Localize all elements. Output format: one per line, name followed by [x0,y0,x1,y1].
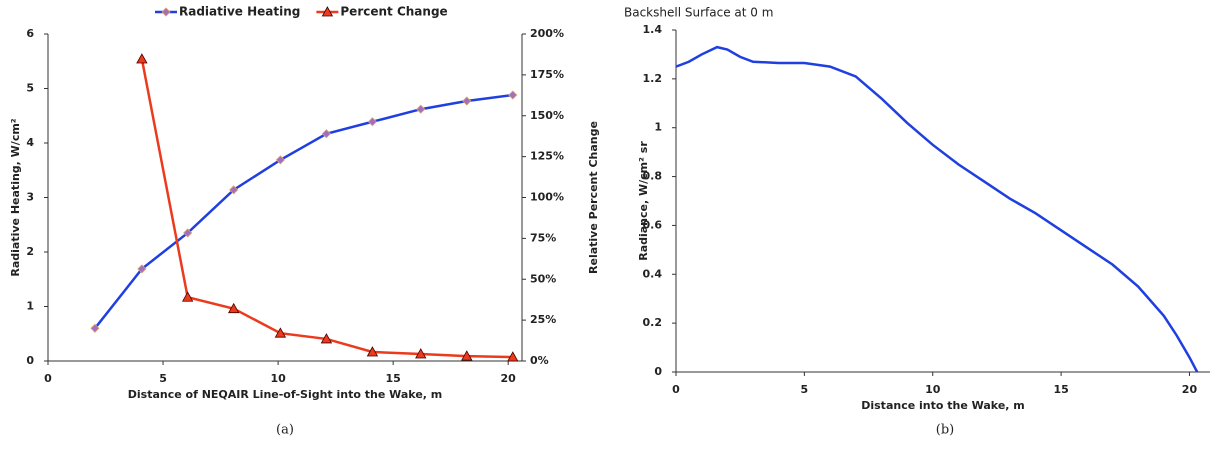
marker [461,350,473,361]
legend-label: Radiative Heating [179,5,300,19]
marker [183,228,193,238]
series-line [93,93,513,330]
y2-tick-label: 125% [530,150,564,163]
marker [137,264,147,274]
marker [275,155,285,165]
marker [229,185,239,195]
marker [508,90,518,100]
y-tick-label: 0 [654,365,662,378]
y-tick-label: 0 [26,354,34,367]
x-tick-label: 20 [1182,383,1198,396]
y2-tick-label: 175% [530,68,564,81]
y-axis-label: Radiative Heating, W/cm² [9,118,22,276]
y-tick-label: 2 [26,245,34,258]
marker [181,291,194,302]
legend-label: Percent Change [340,5,447,19]
caption: (a) [276,423,294,438]
y2-tick-label: 200% [530,27,564,40]
marker [321,129,331,139]
y2-axis-label: Relative Percent Change [587,121,600,274]
y-tick-label: 0.2 [643,316,663,329]
y2-tick-label: 0% [530,354,549,367]
x-tick-label: 20 [501,372,517,385]
y-tick-label: 6 [26,27,34,40]
marker [161,7,171,17]
x-axis-label: Distance of NEQAIR Line-of-Sight into th… [128,388,443,401]
x-tick-label: 15 [385,372,400,385]
marker [274,327,287,338]
y2-tick-label: 75% [530,231,556,244]
x-tick-label: 5 [801,383,809,396]
marker [136,53,148,64]
caption: (b) [936,423,954,438]
marker [366,346,379,357]
y-tick-label: 0.4 [643,267,663,280]
marker [415,348,427,359]
y2-tick-label: 150% [530,109,564,122]
series-line [675,45,1199,373]
y2-tick-label: 50% [530,272,556,285]
y-tick-label: 3 [26,191,34,204]
marker [320,333,333,344]
y-tick-label: 0.6 [643,218,663,231]
x-tick-label: 5 [159,372,167,385]
marker [367,117,378,127]
y-tick-label: 1.2 [643,72,663,85]
x-tick-label: 15 [1053,383,1068,396]
marker [321,6,334,17]
y-axis-label: Radiance, W/cm² sr [637,141,650,261]
marker [462,96,472,106]
y-tick-label: 1.4 [643,23,663,36]
marker [507,351,519,362]
y2-tick-label: 100% [530,191,564,204]
marker [228,302,240,314]
x-tick-label: 10 [270,372,286,385]
x-tick-label: 10 [925,383,941,396]
y-tick-label: 0.8 [643,170,663,183]
y-tick-label: 1 [654,121,662,134]
y-tick-label: 5 [26,82,34,95]
subtitle: Backshell Surface at 0 m [624,6,773,20]
marker [90,323,100,333]
y-tick-label: 4 [26,136,34,149]
x-tick-label: 0 [44,372,52,385]
x-axis-label: Distance into the Wake, m [861,399,1025,412]
x-tick-label: 0 [672,383,680,396]
y2-tick-label: 25% [530,313,556,326]
y-tick-label: 1 [26,300,34,313]
marker [416,104,426,114]
